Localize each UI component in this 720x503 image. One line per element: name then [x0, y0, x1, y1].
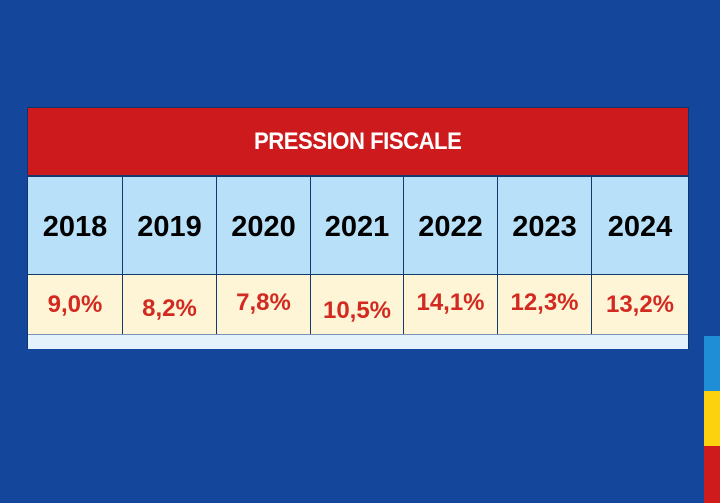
value-cell: 14,1% — [404, 275, 498, 335]
value-label: 8,2% — [142, 295, 197, 322]
value-label: 14,1% — [416, 289, 485, 316]
value-label: 10,5% — [322, 297, 392, 324]
year-label: 2020 — [231, 211, 296, 243]
value-cell: 8,2% — [123, 275, 217, 335]
year-label: 2023 — [512, 211, 577, 243]
value-cell: 9,0% — [28, 275, 123, 335]
title-bar: PRESSION FISCALE — [28, 108, 688, 175]
year-label: 2022 — [418, 211, 483, 243]
year-cell: 2024 — [592, 177, 688, 276]
year-label: 2024 — [607, 211, 673, 243]
chart-title: PRESSION FISCALE — [254, 127, 462, 155]
year-cell: 2021 — [311, 177, 404, 276]
value-row: 9,0% 8,2% 7,8% 10,5% 14,1% 12,3% 13,2% — [28, 274, 688, 335]
value-cell: 13,2% — [592, 275, 688, 335]
value-label: 12,3% — [510, 289, 579, 316]
year-header-row: 2018 2019 2020 2021 2022 2023 2024 — [28, 175, 688, 276]
year-cell: 2022 — [404, 177, 498, 276]
year-cell: 2018 — [28, 177, 123, 276]
year-label: 2018 — [42, 211, 108, 243]
value-label: 13,2% — [605, 291, 675, 318]
value-cell: 10,5% — [311, 275, 404, 335]
year-label: 2019 — [137, 211, 202, 243]
flag-blue-stripe — [704, 336, 720, 391]
value-cell: 7,8% — [217, 275, 311, 335]
value-label: 9,0% — [47, 291, 103, 318]
flag-yellow-stripe — [704, 391, 720, 446]
flag-red-stripe — [704, 446, 720, 503]
fiscal-pressure-table: PRESSION FISCALE 2018 2019 2020 2021 2022 202… — [28, 108, 688, 349]
year-label: 2021 — [324, 211, 390, 243]
year-cell: 2020 — [217, 177, 311, 276]
table-footer-strip — [28, 334, 688, 349]
value-label: 7,8% — [236, 289, 291, 316]
year-cell: 2019 — [123, 177, 217, 276]
year-cell: 2023 — [498, 177, 592, 276]
value-cell: 12,3% — [498, 275, 592, 335]
